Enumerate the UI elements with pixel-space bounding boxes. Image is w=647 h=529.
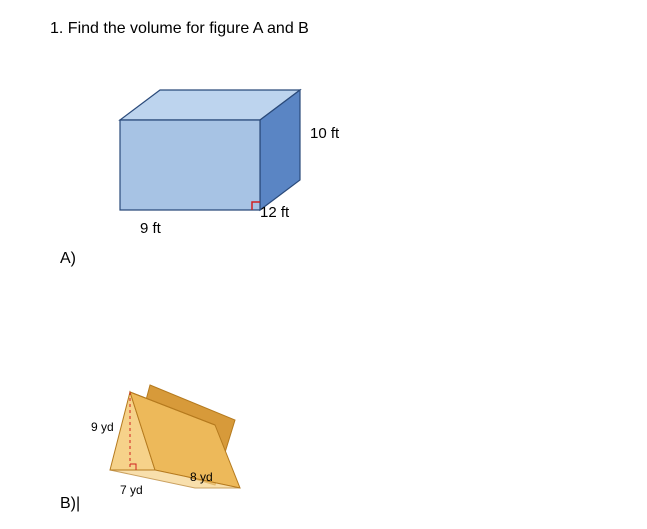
label-height-a: 10 ft bbox=[310, 125, 339, 142]
figure-a: 10 ft 12 ft 9 ft bbox=[110, 80, 370, 260]
part-b-label: B)| bbox=[60, 495, 80, 513]
question-number: 1. bbox=[50, 20, 63, 37]
label-base-b: 7 yd bbox=[120, 483, 143, 497]
part-a-label: A) bbox=[60, 250, 76, 268]
figure-b: 9 yd 7 yd 8 yd bbox=[95, 370, 295, 510]
question-body: Find the volume for figure A and B bbox=[68, 20, 309, 37]
question-text: 1. Find the volume for figure A and B bbox=[50, 20, 309, 38]
label-length-b: 8 yd bbox=[190, 470, 213, 484]
label-height-b: 9 yd bbox=[91, 420, 114, 434]
prism-front-face bbox=[120, 120, 260, 210]
label-length-a: 12 ft bbox=[260, 204, 289, 221]
label-width-a: 9 ft bbox=[140, 220, 161, 237]
